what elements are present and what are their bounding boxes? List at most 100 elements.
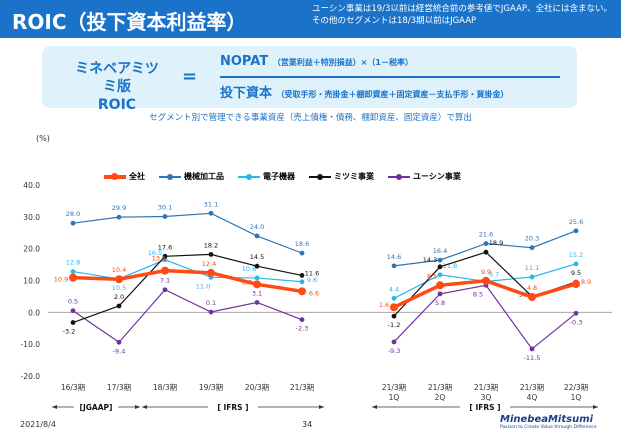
- data-label-mitsumi: 14.3: [423, 256, 437, 264]
- bracket-ifrs-annual-arrow-right: [319, 405, 324, 409]
- data-label-electronics: 9.7: [489, 270, 499, 278]
- data-point-mitsumi: [254, 263, 260, 269]
- data-point-electronics: [573, 261, 579, 267]
- data-label-electronics: 11.8: [443, 262, 457, 270]
- fraction-line: [220, 76, 560, 78]
- data-point-machinery: [391, 263, 397, 269]
- bracket-ifrs-quarterly-arrow-left: [372, 405, 377, 409]
- data-point-u_shin: [116, 339, 122, 345]
- y-tick-label: 10.0: [23, 277, 40, 286]
- company-logo: MinebeaMitsumi Passion to Create Value t…: [500, 414, 597, 430]
- legend-marker-u-shin: [388, 173, 410, 181]
- chart-unit: (%): [36, 134, 50, 143]
- data-label-mitsumi: 18.9: [489, 239, 503, 247]
- data-point-company: [390, 303, 398, 312]
- data-label-company: 1.6: [379, 301, 389, 309]
- data-point-u_shin: [208, 309, 214, 315]
- data-label-company: 8.9: [581, 278, 591, 286]
- data-point-company: [115, 275, 123, 284]
- bracket-jgaap-arrow-right: [135, 405, 140, 409]
- y-tick-label: 0.0: [28, 308, 40, 317]
- data-point-mitsumi: [299, 273, 305, 278]
- data-label-mitsumi: 17.6: [158, 243, 172, 251]
- data-label-u_shin: 5.8: [435, 299, 445, 307]
- formula-denominator: 投下資本 （受取手形・売掛金＋棚卸資産＋固定資産－支払手形・買掛金）: [220, 82, 560, 101]
- data-point-electronics: [391, 295, 397, 301]
- legend-item-mitsumi: ミツミ事業: [309, 171, 374, 182]
- data-label-machinery: 29.9: [112, 204, 126, 212]
- data-point-electronics: [162, 257, 168, 263]
- data-point-company: [482, 276, 490, 285]
- data-point-u_shin: [299, 317, 305, 323]
- x-tick-label: 20/3期: [245, 383, 269, 392]
- data-label-machinery: 25.6: [569, 218, 583, 226]
- legend-marker-company: [104, 172, 126, 181]
- data-label-company: 10.9: [54, 276, 68, 284]
- logo-wordmark: MinebeaMitsumi: [500, 414, 594, 425]
- series-line-company-annual: [72, 268, 303, 294]
- data-label-machinery: 30.1: [158, 204, 172, 212]
- bracket-ifrs-quarterly-label-bg: [460, 402, 510, 412]
- chart-legend: 全社 機械加工品 電子機器 ミツミ事業 ユーシン事業: [104, 171, 461, 182]
- x-tick-label: 22/3期: [564, 383, 588, 392]
- series-line-u_shin-annual: [72, 288, 303, 344]
- segment-note: セグメント別で管理できる事業資産（売上債権・債務、棚卸資産、固定資産）で算出: [149, 113, 472, 123]
- x-tick-label: 16/3期: [61, 383, 85, 392]
- data-point-u_shin: [529, 346, 535, 352]
- data-label-company: 8.8: [242, 278, 252, 286]
- data-label-machinery: 31.1: [204, 200, 218, 208]
- data-point-company: [436, 281, 444, 290]
- data-point-electronics: [437, 272, 443, 278]
- data-point-mitsumi: [208, 251, 214, 257]
- data-point-u_shin: [254, 300, 260, 305]
- data-label-electronics: 16.5: [148, 249, 162, 257]
- legend-item-electronics: 電子機器: [238, 171, 295, 182]
- data-label-mitsumi: 11.6: [305, 269, 319, 277]
- series-line-mitsumi-extra: [72, 305, 120, 324]
- data-label-company: 9.9: [481, 268, 491, 276]
- data-point-electronics: [254, 275, 260, 281]
- data-point-machinery: [254, 233, 260, 239]
- data-point-mitsumi: [483, 249, 489, 255]
- data-point-mitsumi: [70, 320, 76, 325]
- y-tick-label: 30.0: [23, 213, 40, 222]
- data-label-u_shin: -9.4: [113, 347, 126, 355]
- data-label-company: 13.1: [152, 255, 166, 263]
- data-label-mitsumi: 18.2: [204, 241, 218, 249]
- data-point-company: [161, 266, 169, 275]
- data-point-mitsumi: [162, 253, 168, 259]
- x-tick-label: 21/3期: [474, 383, 498, 392]
- x-tick-label: 18/3期: [153, 383, 177, 392]
- data-label-u_shin: -2.3: [296, 325, 309, 333]
- bracket-ifrs-quarterly-label: [ IFRS ]: [469, 403, 500, 412]
- data-label-u_shin: 8.5: [473, 290, 483, 298]
- data-label-mitsumi: 2.0: [114, 293, 124, 301]
- formula-label-line2: ROIC: [97, 97, 137, 113]
- data-label-machinery: 16.4: [433, 247, 447, 255]
- legend-label-electronics: 電子機器: [263, 172, 295, 181]
- data-point-machinery: [483, 241, 489, 246]
- data-label-u_shin: 3.1: [252, 289, 262, 297]
- formula-numerator: NOPAT （営業利益＋特別損益）×（1－税率）: [220, 54, 560, 69]
- x-tick-label: 21/3期: [382, 383, 406, 392]
- formula-equals: =: [182, 66, 198, 87]
- y-tick-label: 40.0: [23, 181, 40, 190]
- x-tick-label: 17/3期: [107, 383, 131, 392]
- formula-label: ミネベアミツミ版 ROIC: [72, 60, 162, 114]
- data-label-electronics: 11.0: [196, 282, 210, 290]
- data-label-electronics: 10.5: [112, 284, 126, 292]
- data-point-machinery: [573, 228, 579, 234]
- data-label-u_shin: 0.5: [68, 298, 78, 306]
- logo-tagline: Passion to Create Value through Differen…: [500, 425, 597, 430]
- legend-marker-mitsumi: [309, 173, 331, 181]
- data-point-u_shin: [70, 308, 76, 314]
- bracket-ifrs-quarterly-arrow-right: [593, 405, 598, 409]
- data-point-company: [69, 273, 77, 282]
- page-number: 34: [302, 420, 313, 429]
- data-point-electronics: [70, 269, 76, 274]
- data-label-u_shin: -9.3: [388, 347, 401, 355]
- data-point-u_shin: [437, 291, 443, 297]
- x-tick-label-quarter: 1Q: [389, 393, 400, 402]
- data-label-electronics: 15.2: [569, 251, 583, 259]
